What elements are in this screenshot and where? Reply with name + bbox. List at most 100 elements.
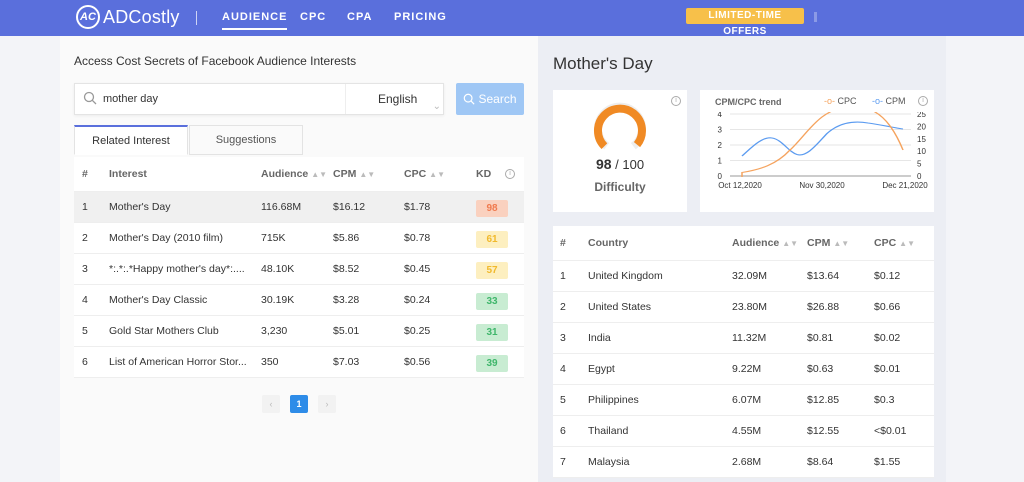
page-1-button[interactable]: 1: [290, 395, 308, 413]
tab-related-interest[interactable]: Related Interest: [74, 125, 188, 155]
search-button[interactable]: Search: [456, 83, 524, 115]
table-row[interactable]: 6 List of American Horror Stor... 350 $7…: [74, 347, 524, 378]
prev-page-button[interactable]: ‹: [262, 395, 280, 413]
row-cpc: $0.78: [404, 232, 431, 244]
row-cpm: $8.52: [333, 263, 360, 275]
row-cpm: $5.01: [333, 325, 360, 337]
row-cpm: $12.85: [807, 394, 840, 406]
sort-icon: ▲▼: [833, 239, 850, 248]
menu-handle[interactable]: [814, 12, 817, 22]
x-tick-label: Oct 12,2020: [718, 181, 762, 190]
info-icon[interactable]: i: [918, 96, 928, 106]
row-cpm: $0.63: [807, 363, 834, 375]
table-row[interactable]: 2 Mother's Day (2010 film) 715K $5.86 $0…: [74, 223, 524, 254]
row-audience: 23.80M: [732, 301, 768, 313]
y-tick-label-right: 0: [917, 172, 922, 181]
y-tick-label-right: 15: [917, 135, 926, 144]
cpm-series-line: [741, 121, 904, 157]
col-audience-label: Audience: [261, 168, 309, 180]
table-row[interactable]: 5 Gold Star Mothers Club 3,230 $5.01 $0.…: [74, 316, 524, 347]
interest-panel: Access Cost Secrets of Facebook Audience…: [60, 36, 538, 482]
y-tick-label-left: 1: [718, 157, 723, 166]
nav-pricing[interactable]: PRICING: [394, 11, 447, 23]
col-cpc-label: CPC: [874, 237, 897, 249]
row-index: 4: [82, 294, 88, 306]
table-row[interactable]: 6 Thailand 4.55M $12.55 <$0.01: [553, 416, 934, 447]
row-cpc: $0.01: [874, 363, 901, 375]
col-audience[interactable]: Audience ▲▼: [732, 226, 798, 261]
row-country: Thailand: [588, 425, 629, 437]
row-country: India: [588, 332, 611, 344]
table-header: # Interest Audience ▲▼ CPM ▲▼ CPC ▲▼ KD i: [74, 157, 524, 192]
y-tick-label-left: 0: [718, 172, 723, 181]
row-interest: Gold Star Mothers Club: [109, 325, 219, 337]
info-icon[interactable]: i: [505, 157, 515, 192]
row-cpc: $0.25: [404, 325, 431, 337]
table-row[interactable]: 1 United Kingdom 32.09M $13.64 $0.12: [553, 261, 934, 292]
col-cpm[interactable]: CPM ▲▼: [807, 226, 849, 261]
table-row[interactable]: 3 India 11.32M $0.81 $0.02: [553, 323, 934, 354]
row-country: Malaysia: [588, 456, 630, 468]
table-row[interactable]: 4 Mother's Day Classic 30.19K $3.28 $0.2…: [74, 285, 524, 316]
nav-cpc[interactable]: CPC: [300, 11, 327, 23]
legend-cpc[interactable]: -o- CPC: [824, 96, 857, 106]
table-row[interactable]: 1 Mother's Day 116.68M $16.12 $1.78 98: [74, 192, 524, 223]
nav-audience[interactable]: AUDIENCE: [222, 11, 288, 30]
logo[interactable]: AC ADCostly: [76, 5, 180, 29]
row-index: 3: [560, 332, 566, 344]
col-index: #: [560, 237, 566, 249]
col-audience-label: Audience: [732, 237, 780, 249]
table-row[interactable]: 3 *:.*:.*Happy mother's day*:.... 48.10K…: [74, 254, 524, 285]
row-index: 5: [82, 325, 88, 337]
row-index: 4: [560, 363, 566, 375]
trend-card: CPM/CPC trend -o- CPC -o- CPM i 4 3 2 1 0 25 2…: [700, 90, 934, 212]
row-cpm: $26.88: [807, 301, 840, 313]
table-row[interactable]: 7 Malaysia 2.68M $8.64 $1.55: [553, 447, 934, 478]
interest-table: # Interest Audience ▲▼ CPM ▲▼ CPC ▲▼ KD i 1…: [74, 157, 524, 378]
row-country: Egypt: [588, 363, 615, 375]
col-cpc[interactable]: CPC ▲▼: [404, 157, 445, 192]
row-interest: Mother's Day (2010 film): [109, 232, 224, 244]
row-country: United States: [588, 301, 652, 313]
row-cpc: $0.12: [874, 270, 901, 282]
row-cpc: $0.02: [874, 332, 901, 344]
difficulty-label: Difficulty: [594, 180, 646, 194]
row-cpm: $7.03: [333, 356, 360, 368]
info-icon[interactable]: i: [671, 96, 681, 106]
row-interest: *:.*:.*Happy mother's day*:....: [109, 263, 245, 275]
y-tick-label-right: 10: [917, 147, 926, 156]
row-index: 7: [560, 456, 566, 468]
table-header: # Country Audience ▲▼ CPM ▲▼ CPC ▲▼: [553, 226, 934, 261]
nav-cpa[interactable]: CPA: [347, 11, 373, 23]
row-index: 3: [82, 263, 88, 275]
col-cpm-label: CPM: [333, 168, 357, 180]
language-select[interactable]: English ⌄: [345, 84, 455, 114]
legend-cpm[interactable]: -o- CPM: [872, 96, 906, 106]
limited-offer-button[interactable]: LIMITED-TIME OFFERS: [686, 8, 804, 37]
table-row[interactable]: 4 Egypt 9.22M $0.63 $0.01: [553, 354, 934, 385]
row-cpc: $0.56: [404, 356, 431, 368]
next-page-button[interactable]: ›: [318, 395, 336, 413]
row-audience: 3,230: [261, 325, 288, 337]
logo-mark: AC: [76, 5, 100, 29]
col-cpm[interactable]: CPM ▲▼: [333, 157, 375, 192]
col-country: Country: [588, 237, 629, 249]
col-interest: Interest: [109, 168, 147, 180]
row-cpc: $0.24: [404, 294, 431, 306]
tab-suggestions[interactable]: Suggestions: [189, 125, 303, 155]
search-input[interactable]: [103, 85, 343, 113]
table-row[interactable]: 2 United States 23.80M $26.88 $0.66: [553, 292, 934, 323]
col-audience[interactable]: Audience ▲▼: [261, 157, 327, 192]
kd-badge: 39: [476, 355, 508, 372]
row-audience: 9.22M: [732, 363, 762, 375]
col-cpc[interactable]: CPC ▲▼: [874, 226, 915, 261]
language-value: English: [378, 92, 418, 106]
top-navbar: AC ADCostly AUDIENCE CPC CPA PRICING LIM…: [0, 0, 1024, 37]
table-row[interactable]: 5 Philippines 6.07M $12.85 $0.3: [553, 385, 934, 416]
sort-icon: ▲▼: [899, 239, 916, 248]
trend-title: CPM/CPC trend: [715, 97, 782, 107]
cpc-series-line: [741, 112, 904, 177]
search-box: English ⌄: [74, 83, 444, 115]
x-tick-label: Dec 21,2020: [882, 181, 928, 190]
